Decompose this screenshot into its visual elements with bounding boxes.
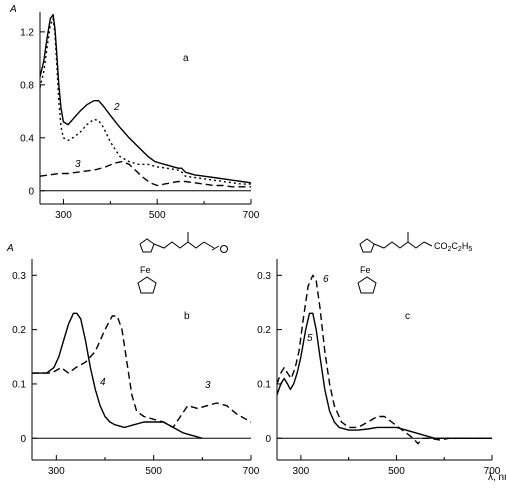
series-line-3 — [39, 160, 251, 188]
y-tick-label: 0.4 — [20, 133, 34, 144]
series-line-unlabeled — [39, 13, 252, 184]
x-tick-label: 500 — [145, 466, 162, 477]
series-line-3 — [32, 315, 252, 429]
y-tick-label: 0.2 — [12, 325, 26, 336]
series-line-6 — [276, 274, 492, 445]
y-tick-label: 1.2 — [20, 27, 34, 38]
curve-label-5: 5 — [307, 333, 313, 344]
series-line-4 — [32, 312, 203, 439]
y-tick-label: 0 — [28, 186, 34, 197]
y-tick-label: 0.1 — [12, 379, 26, 390]
y-tick-label: 0 — [265, 434, 271, 445]
panel-b: 300 500 700 0 0.1 0.2 0.3 Ab 4 3 — [6, 243, 260, 477]
x-tick-label: 300 — [293, 466, 310, 477]
panel-letter: a — [183, 53, 189, 64]
y-axis-title: A — [9, 4, 17, 15]
x-tick-label: 700 — [484, 466, 501, 477]
y-tick-label: 0.3 — [257, 271, 271, 282]
y-tick-label: 0.2 — [257, 325, 271, 336]
curve-label-3: 3 — [75, 159, 81, 170]
panel-a: 300 500 700 0 0.4 0.8 1.2 Aa 2 3 — [9, 4, 260, 221]
x-tick-label: 700 — [243, 210, 260, 221]
curve-label-2: 2 — [113, 102, 120, 113]
curve-label-3: 3 — [205, 380, 211, 391]
ester-group-label: CO2C2H5 — [434, 241, 472, 253]
y-tick-label: 0.8 — [20, 80, 34, 91]
y-tick-label: 0 — [20, 434, 26, 445]
x-axis-unit-label: λ, nm — [488, 472, 506, 483]
fe-label: Fe — [140, 265, 151, 275]
fe-label-c: Fe — [360, 265, 371, 275]
curve-label-4: 4 — [100, 377, 106, 388]
y-tick-label: 0.1 — [257, 379, 271, 390]
ferrocene-ester-structure: CO2C2H5 Fe — [357, 232, 472, 294]
x-tick-label: 300 — [55, 210, 72, 221]
series-line-5 — [276, 312, 492, 439]
y-tick-label: 0.3 — [12, 271, 26, 282]
x-tick-label: 700 — [243, 466, 260, 477]
series-line-2 — [39, 17, 251, 185]
x-tick-label: 500 — [149, 210, 166, 221]
ferrocene-aldehyde-structure: Fe — [137, 232, 228, 294]
y-axis-title: A — [6, 243, 14, 254]
x-tick-label: 500 — [388, 466, 405, 477]
curve-label-6: 6 — [323, 274, 329, 285]
x-tick-label: 300 — [48, 466, 65, 477]
panel-c: 300 500 700 0 0.1 0.2 0.3 c 5 6 — [257, 259, 501, 477]
panel-letter: c — [405, 311, 410, 322]
panel-letter: b — [184, 311, 190, 322]
